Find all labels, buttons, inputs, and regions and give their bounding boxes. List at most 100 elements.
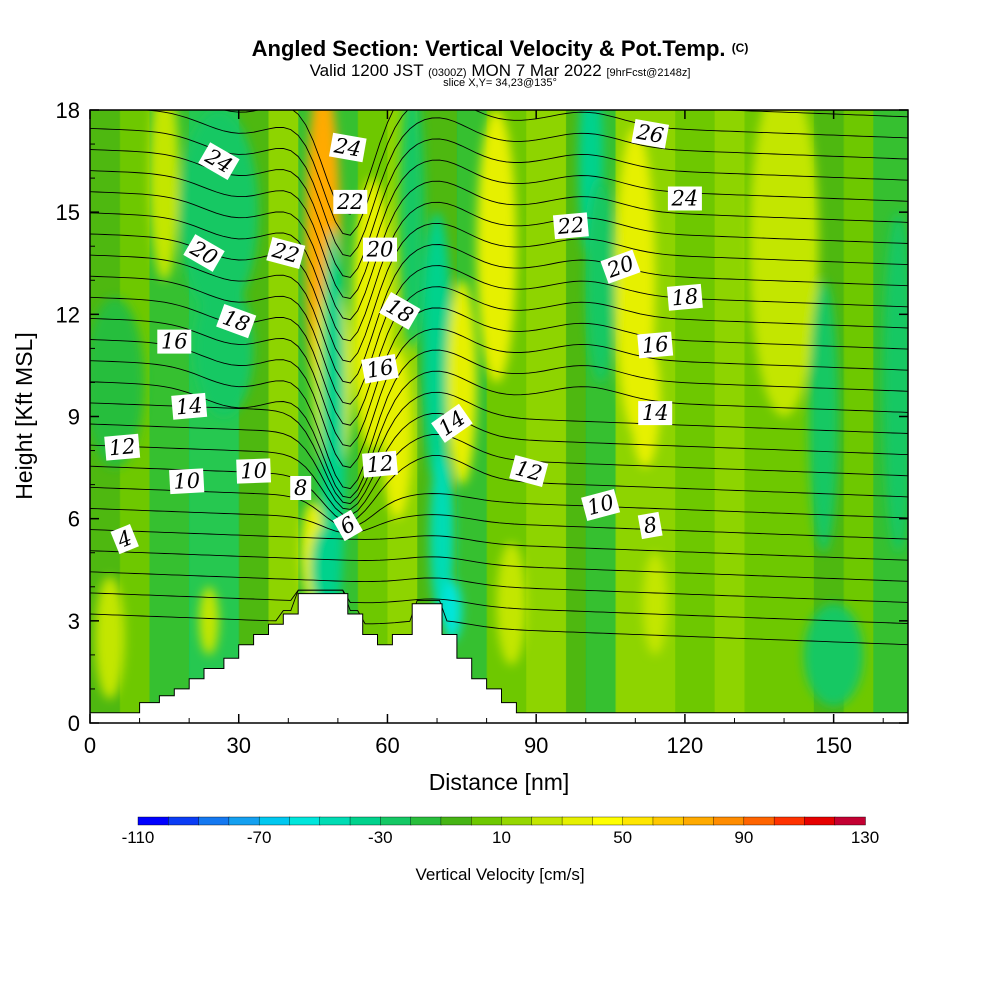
contour-label-text: 8	[294, 476, 307, 500]
contour-label-bg	[236, 458, 272, 484]
colorbar-swatch	[440, 816, 472, 826]
theta-contour	[90, 589, 908, 625]
contour-label: 22	[552, 212, 589, 240]
colorbar-swatch	[471, 816, 503, 826]
downdraft-cell	[422, 212, 452, 485]
contour-label-text: 12	[366, 451, 395, 477]
chart-title: Angled Section: Vertical Velocity & Pot.…	[0, 36, 1000, 62]
contour-label-text: 22	[336, 190, 364, 214]
colorbar-tick-label: 130	[851, 828, 879, 847]
theta-contour	[90, 222, 908, 363]
contour-label-text: 22	[556, 213, 586, 239]
x-axis: 0 30 60 90 120 150	[84, 110, 884, 758]
contour-label-bg	[637, 511, 663, 540]
contour-label-text: 16	[365, 355, 395, 383]
colorbar-swatch	[168, 816, 200, 826]
theta-contour	[90, 180, 908, 321]
contour-label: 20	[363, 237, 397, 262]
contour-label: 24	[667, 186, 702, 211]
contour-label-text: 16	[641, 332, 670, 358]
colorbar-tick-label: 50	[613, 828, 632, 847]
contour-label-text: 24	[332, 133, 363, 161]
colorbar-swatch	[531, 816, 563, 826]
colorbar-swatch	[683, 816, 715, 826]
contour-label-text: 10	[173, 469, 201, 494]
y-axis: 0 3 6 9 12 15 18	[56, 98, 908, 736]
colorbar-swatch	[743, 816, 775, 826]
downdraft-cell	[399, 110, 425, 349]
contour-label-bg	[171, 392, 208, 420]
chart-subtitle: Valid 1200 JST (0300Z) MON 7 Mar 2022 [9…	[0, 61, 1000, 81]
colorbar: -110 -70 -30 10 50 90 130	[122, 816, 879, 847]
contour-label-text: 14	[642, 401, 669, 425]
colorbar-tick-label: 90	[734, 828, 753, 847]
colorbar-swatch	[380, 816, 412, 826]
contour-label: 16	[157, 329, 192, 354]
colorbar-swatch	[258, 816, 291, 826]
theta-contour	[90, 265, 908, 405]
theta-contour	[90, 328, 908, 469]
forecast-info: [9hrFcst@2148z]	[606, 67, 691, 79]
contour-label-bg	[333, 189, 368, 214]
title-copyright: (C)	[731, 41, 749, 55]
downdraft-cell	[808, 280, 839, 553]
colorbar-tick-label: -70	[247, 828, 272, 847]
theta-contour	[90, 391, 908, 505]
theta-contour	[90, 486, 908, 528]
colorbar-swatch	[137, 816, 169, 826]
contour-label-text: 24	[671, 187, 699, 211]
contour-label-bg	[631, 119, 670, 149]
contour-label: 8	[290, 476, 312, 500]
velocity-band	[714, 110, 746, 723]
theta-contour	[90, 349, 908, 490]
x-tick-label: 90	[524, 733, 548, 758]
contour-label-bg	[431, 403, 473, 443]
colorbar-swatch	[561, 816, 594, 826]
contour-label: 6	[332, 509, 363, 542]
utc-time: (0300Z)	[428, 67, 467, 79]
contour-label-bg	[157, 329, 192, 354]
downdraft-cell	[585, 178, 616, 383]
colorbar-tick-label: -110	[122, 828, 155, 847]
contour-label-bg	[666, 283, 703, 311]
updraft-cell	[749, 110, 819, 417]
colorbar-swatch	[319, 816, 351, 826]
theta-contour	[90, 550, 908, 582]
terrain	[90, 593, 908, 723]
x-tick-label: 0	[84, 733, 96, 758]
updraft-cell	[476, 110, 517, 383]
theta-contour	[90, 370, 908, 499]
y-tick-label: 0	[68, 711, 80, 736]
contour-label-bg	[363, 237, 397, 262]
colorbar-swatch	[289, 816, 321, 826]
x-axis-label: Distance [nm]	[429, 769, 570, 795]
contour-label-bg	[509, 455, 549, 487]
contour-label-bg	[332, 509, 363, 542]
contour-label: 4	[110, 524, 139, 555]
contour-label-bg	[216, 304, 257, 339]
colorbar-tick-label: 10	[492, 828, 511, 847]
colorbar-swatch	[198, 816, 230, 826]
contour-label: 16	[361, 354, 399, 384]
contour-label: 10	[169, 468, 205, 495]
contour-label-bg	[183, 234, 225, 272]
contour-label-bg	[667, 186, 702, 211]
colorbar-swatch	[804, 816, 836, 826]
theta-contour	[90, 159, 908, 299]
contour-label-bg	[638, 401, 673, 426]
downdraft-cell	[441, 579, 462, 642]
theta-contour	[90, 412, 908, 510]
contour-label: 10	[236, 458, 272, 484]
contour-label: 14	[638, 401, 673, 426]
downdraft-cell	[803, 603, 864, 706]
colorbar-tick-label: -30	[368, 828, 393, 847]
colorbar-swatch	[652, 816, 684, 826]
contour-label-text: 12	[108, 434, 137, 460]
valid-time: Valid 1200 JST	[309, 61, 424, 80]
contour-label-text: 16	[161, 330, 188, 354]
updraft-cell	[199, 586, 219, 655]
contour-label-bg	[328, 132, 367, 163]
theta-contour	[90, 589, 908, 646]
x-tick-label: 150	[815, 733, 852, 758]
